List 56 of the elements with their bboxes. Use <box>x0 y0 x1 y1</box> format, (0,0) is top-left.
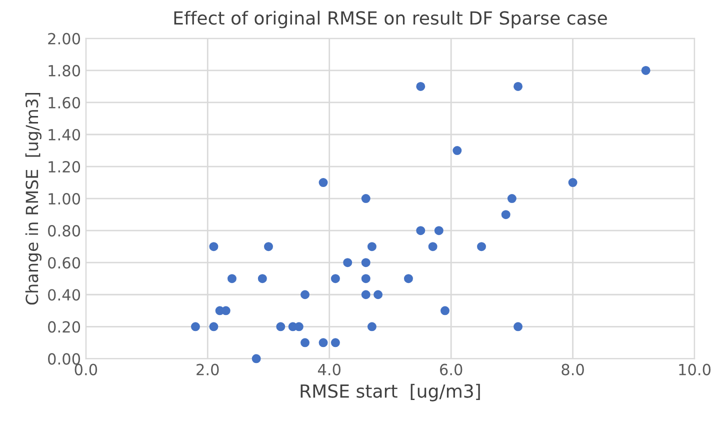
point <box>330 274 340 284</box>
point <box>361 290 370 300</box>
x-tick-label: 10.0 <box>679 364 711 376</box>
point <box>416 226 426 236</box>
point <box>209 242 218 252</box>
point <box>330 338 340 348</box>
chart-title: Effect of original RMSE on result DF Sparse case <box>174 10 607 28</box>
y-tick-label: 0.00 <box>48 353 80 365</box>
point <box>300 290 310 300</box>
y-axis-title: Change in RMSE [ug/m3] <box>25 93 42 305</box>
point <box>300 338 310 348</box>
y-tick-label: 0.60 <box>48 257 80 269</box>
point <box>343 258 352 268</box>
point <box>361 258 370 268</box>
point <box>361 274 370 284</box>
point <box>477 242 486 252</box>
y-tick-label: 0.20 <box>48 321 80 333</box>
x-tick-label: 6.0 <box>440 364 462 376</box>
x-tick-label: 2.0 <box>196 364 219 376</box>
point <box>190 322 200 332</box>
point <box>514 82 523 91</box>
point <box>361 194 370 204</box>
y-tick-label: 2.00 <box>48 32 80 44</box>
x-tick-label: 4.0 <box>318 364 340 376</box>
point <box>440 306 450 316</box>
point <box>428 242 438 252</box>
y-tick-label: 0.40 <box>48 289 80 301</box>
x-axis-title: RMSE start [ug/m3] <box>300 384 480 402</box>
y-tick-label: 1.80 <box>48 64 80 76</box>
point <box>209 322 218 332</box>
point <box>568 178 578 188</box>
point <box>416 82 426 91</box>
point <box>252 354 261 364</box>
point <box>367 242 376 252</box>
point <box>434 226 444 236</box>
point <box>501 210 510 220</box>
point <box>227 274 236 284</box>
point <box>276 322 286 332</box>
point <box>514 322 523 332</box>
point <box>318 178 328 188</box>
point <box>374 290 383 300</box>
point <box>404 274 413 284</box>
point <box>641 66 650 75</box>
y-tick-label: 1.20 <box>48 160 80 173</box>
point <box>264 242 273 252</box>
point <box>452 146 462 156</box>
point <box>507 194 516 204</box>
y-tick-label: 1.40 <box>48 128 80 141</box>
point <box>258 274 267 284</box>
x-tick-label: 8.0 <box>562 364 584 376</box>
y-tick-label: 1.60 <box>48 96 80 108</box>
point <box>318 338 328 348</box>
y-tick-label: 1.00 <box>48 193 80 205</box>
y-tick-label: 0.80 <box>48 225 80 237</box>
point <box>367 322 376 332</box>
x-tick-label: 0.0 <box>74 364 98 376</box>
